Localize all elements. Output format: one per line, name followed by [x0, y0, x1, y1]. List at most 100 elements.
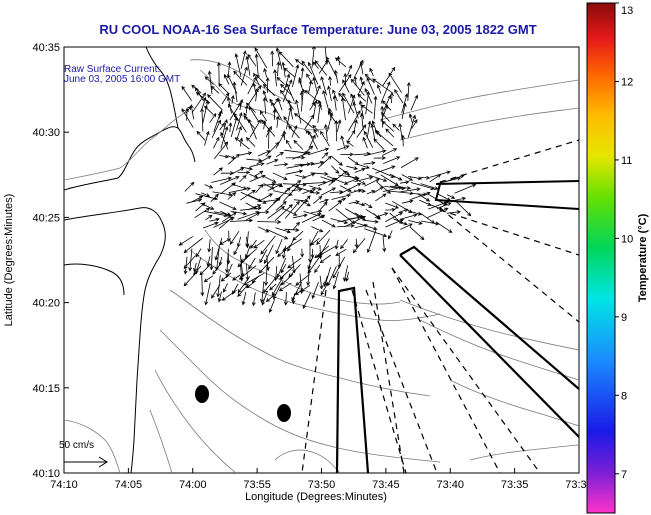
current-vector	[263, 176, 277, 183]
current-vector	[255, 183, 264, 194]
current-vector	[272, 172, 288, 180]
current-vector	[229, 230, 240, 245]
current-vector	[277, 97, 283, 111]
current-vector	[364, 73, 375, 84]
current-vector	[205, 214, 213, 221]
current-vector	[193, 265, 202, 276]
current-vector	[203, 275, 213, 283]
current-vector	[301, 60, 313, 75]
surface-current-vectors	[178, 47, 477, 314]
current-vector	[267, 205, 285, 219]
current-vector	[204, 184, 214, 189]
current-vector	[238, 265, 257, 280]
coverage-outlines	[301, 139, 579, 473]
current-vector	[204, 282, 211, 306]
current-vector	[330, 190, 344, 194]
current-vector	[280, 83, 292, 96]
current-vector	[178, 236, 194, 246]
current-vector	[336, 145, 350, 151]
current-vector	[331, 165, 340, 174]
current-vector	[275, 152, 284, 158]
current-vector	[411, 119, 418, 129]
current-vector	[218, 216, 234, 230]
current-vector	[310, 172, 329, 176]
current-vector	[370, 123, 376, 141]
current-vector	[314, 60, 328, 76]
x-axis: 74:10 74:05 74:00 73:55 73:50 73:45 73:40 73:35…	[50, 468, 593, 491]
current-vector	[389, 91, 394, 104]
colorbar-tick-label: 7	[621, 469, 627, 481]
colorbar-ticks: 7 8 9 10 11 12 13	[615, 2, 633, 481]
current-vector	[323, 275, 328, 288]
current-vector	[229, 167, 245, 176]
current-vector	[310, 190, 321, 195]
current-vector	[353, 75, 358, 86]
station-marker	[195, 385, 209, 403]
current-vector	[340, 152, 354, 157]
current-vector	[357, 80, 365, 96]
current-vector	[286, 82, 295, 102]
current-vector	[352, 238, 366, 254]
current-vector	[369, 67, 374, 77]
x-tick-label: 73:30	[565, 479, 593, 491]
current-vector	[191, 196, 204, 203]
current-vector	[346, 140, 354, 147]
current-vector	[194, 207, 211, 219]
current-vector	[332, 256, 346, 279]
current-vector	[308, 147, 330, 155]
radial-dashed-lines	[301, 139, 579, 473]
current-vector	[393, 218, 408, 226]
current-vector	[338, 167, 350, 176]
current-vector	[280, 264, 287, 274]
current-vector	[279, 89, 294, 110]
current-vector	[383, 156, 401, 164]
current-vector	[401, 102, 407, 120]
current-vector	[212, 263, 221, 275]
current-vector	[273, 69, 278, 87]
current-vector	[284, 180, 302, 193]
current-vector	[383, 94, 391, 112]
current-vector	[274, 162, 289, 167]
current-vector	[381, 120, 395, 132]
current-vector	[200, 107, 204, 132]
current-vector	[410, 94, 418, 111]
y-axis-label: Latitude (Degrees:Minutes)	[3, 194, 15, 327]
current-vector	[382, 148, 398, 156]
current-vector	[382, 236, 387, 253]
current-vector	[373, 95, 378, 120]
current-vector	[229, 218, 254, 223]
current-vector	[227, 153, 240, 165]
current-vector	[316, 229, 331, 246]
current-vector	[262, 96, 267, 115]
current-vector	[247, 76, 257, 95]
current-vector	[276, 257, 287, 279]
colorbar-tick-label: 10	[621, 233, 633, 245]
current-vector	[356, 163, 370, 169]
current-vector	[373, 138, 384, 150]
current-vector	[303, 211, 325, 219]
current-vector	[201, 97, 207, 110]
station-marker	[277, 404, 291, 422]
current-vector	[312, 84, 321, 105]
current-vector	[292, 151, 311, 160]
current-vector	[196, 130, 206, 141]
current-vector	[382, 185, 403, 192]
current-vector	[388, 72, 402, 93]
current-vector	[409, 226, 425, 241]
current-vector	[181, 85, 192, 101]
current-vector	[371, 120, 377, 130]
current-vector	[308, 80, 313, 94]
current-vector	[314, 264, 321, 274]
y-tick-label: 40:30	[32, 127, 60, 139]
current-vector	[212, 191, 233, 197]
current-vector	[261, 290, 268, 306]
current-vector	[268, 298, 276, 314]
current-vector	[239, 98, 244, 111]
scale-label: 50 cm/s	[59, 440, 94, 451]
current-vector	[258, 256, 275, 274]
current-vector	[366, 190, 376, 195]
current-vector	[427, 207, 449, 219]
current-vector	[204, 76, 214, 85]
annotation-line-1: Raw Surface Current:	[64, 64, 160, 75]
current-vector	[342, 92, 355, 114]
